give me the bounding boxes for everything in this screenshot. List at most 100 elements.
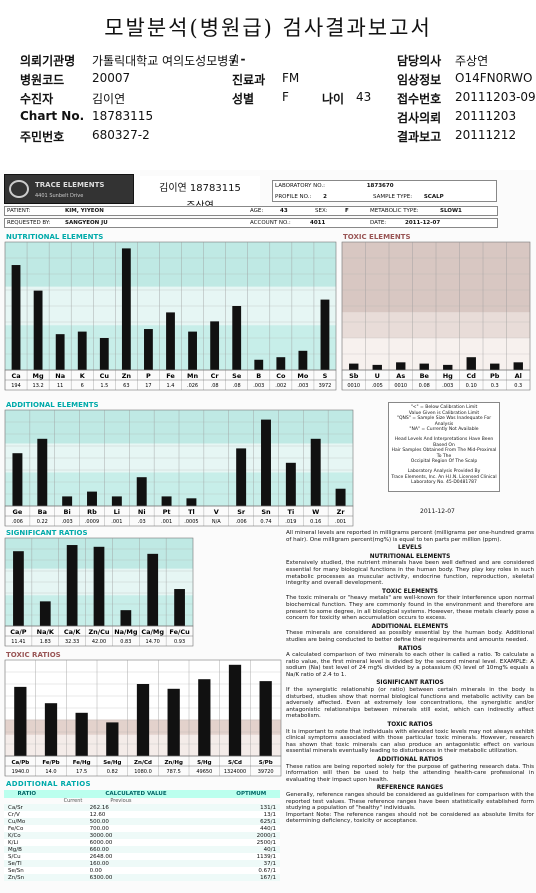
toxic-chart: TOXIC ELEMENTS Sb 0010 U .005 As 0010 Be 0.08 Hg.… [341,233,531,391]
tick-label: As [396,372,405,380]
data-label: 1940.0 [12,769,30,775]
data-label: 14.0 [45,769,56,775]
bar [228,664,242,756]
table-row: Fe/Co 700.00 440/1 [4,825,280,832]
label-frame [341,369,531,391]
add-ratios-caption: ADDITIONAL RATIOS [6,780,91,788]
text-block-heading: SIGNIFICANT RATIOS [376,680,444,687]
bar [14,686,27,756]
header-label: 임상정보 [397,73,442,87]
intro-text: All mineral levels are reported in milli… [286,530,534,543]
tick-label: U [375,372,380,380]
tick-label: Na [55,372,65,380]
table-cell: 37/1 [263,860,276,867]
data-label: .0009 [85,519,99,525]
table-cell: 262.16 [89,804,109,811]
age-label: AGE: [250,208,264,214]
stamp-name: 김이연 18783115 [159,183,241,194]
tick-label: K [80,372,86,380]
bar [55,334,65,370]
data-label: .001 [335,519,346,525]
lab-info-right: LABORATORY NO.: 1873670 PROFILE NO.: 2 S… [272,180,497,202]
lab-info-row2: REQUESTED BY: SANGYEON JU ACCOUNT NO.: 4… [4,218,498,228]
text-block-body: These minerals are considered as possibl… [286,630,534,643]
tick-label: Fe/Hg [73,760,91,766]
data-label: 11.41 [11,639,25,645]
tick-label: Ca/K [64,628,82,636]
tick-label: Co [276,372,286,380]
lab-info-row1: PATIENT: KIM, YIYEON AGE: 43 SEX: F META… [4,206,498,216]
legend-panel: "<" = Below Calibration Limit Value Given… [388,402,500,492]
bar [198,679,211,756]
table-row: K/Co 3000.00 2000/1 [4,832,280,839]
header-label: 수진자 [20,92,54,106]
data-label: .0005 [184,519,198,525]
data-label: 0.83 [120,639,131,645]
legend-line: Head Levels And Interpretations Have Bee… [394,436,494,448]
data-label: 1324000 [224,769,246,775]
metabolic-value: SLOW1 [440,208,462,214]
header-value: 20111203-09026 [455,90,536,104]
data-label: N/A [212,519,221,525]
bar [285,462,296,506]
tick-label: Fe/Cu [169,628,190,636]
tick-label: Pt [163,508,171,516]
text-block-heading: RATIOS [398,645,422,652]
bar [419,363,429,370]
table-cell: 440/1 [260,825,276,832]
header-value: FM [282,71,300,85]
patient-label: PATIENT: [7,208,31,214]
bar [144,329,153,370]
tick-label: Zn [122,372,132,380]
additional-ratios: ADDITIONAL RATIOS RATIO CALCULATED VALUE O… [4,780,282,890]
tick-label: Cu [100,372,110,380]
korean-header: 모발분석(병원급) 검사결과보고서 의뢰기관명 가톨릭대학교 여의도성모병원 / -… [0,0,536,170]
side-date: 2011-12-07 [420,508,455,515]
tick-label: Zn/Cd [134,760,152,766]
text-block-body: The toxic minerals or "heavy metals" are… [286,595,534,622]
header-label: 의뢰기관명 [20,54,76,68]
bar [167,688,180,756]
bar [161,496,172,506]
bar [261,419,271,506]
tick-label: Se/Hg [103,760,121,766]
table-cell: 12.60 [89,811,106,818]
data-label: 3972 [319,383,332,389]
data-label: 0010 [347,383,360,389]
data-label: 1.4 [167,383,175,389]
table-cell: 40/1 [263,846,276,853]
additional-chart: ADDITIONAL ELEMENTS Ge .006 Ba 0.22 Bi .003 Rb.… [4,401,354,527]
bar [310,438,321,506]
account-value: 4011 [310,220,326,226]
table-cell: 3000.00 [89,832,113,839]
table-row: K/Li 6000.00 2500/1 [4,839,280,846]
tick-label: Pb [490,372,500,380]
text-block-heading: NUTRITIONAL ELEMENTS [369,553,451,560]
tick-label: Zn/Hg [164,760,183,766]
header-label: 결과보고 [397,130,442,144]
bar [111,496,122,506]
data-label: 0010 [394,383,407,389]
data-label: 0.22 [37,519,48,525]
tick-label: S/Pb [259,760,273,766]
lab-logo: TRACE ELEMENTS 4401 Sunbelt Drive [4,174,134,204]
data-label: .003 [442,383,453,389]
header-label: 병원코드 [20,73,65,87]
text-block-body: It is important to note that individuals… [286,728,534,755]
data-label: 787.5 [167,769,181,775]
logo-icon [9,180,29,198]
table-cell: Fe/Co [8,825,24,832]
data-label: 0.3 [514,383,522,389]
section-caption: NUTRITIONAL ELEMENTS [6,233,103,241]
tick-label: S [323,372,328,380]
label-frame [4,625,194,647]
tick-label: Na/Mg [114,628,138,636]
legend-line: Trace Elements, Inc. An H.I.N. Licensed … [391,474,497,480]
bar [77,331,87,370]
date-value: 2011-12-07 [405,220,441,226]
range-band [5,242,336,287]
table-cell: K/Li [8,839,19,846]
text-block-body: Extensively studied, the nutrient minera… [286,560,534,587]
data-label: 0.93 [174,639,185,645]
data-label: 0.74 [260,519,271,525]
